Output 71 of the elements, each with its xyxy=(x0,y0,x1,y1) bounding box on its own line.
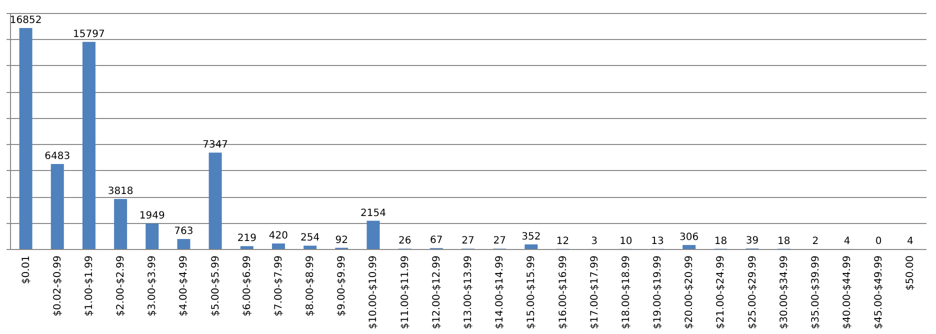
data-label: 18 xyxy=(777,236,790,247)
x-tick-label: $20.00-$20.99 xyxy=(684,256,696,330)
bar xyxy=(240,246,254,249)
data-label: 0 xyxy=(875,236,882,247)
data-label: 26 xyxy=(398,236,412,247)
x-tick-label: $40.00-$44.99 xyxy=(842,256,854,330)
x-tick-label: $10.00-$10.99 xyxy=(368,256,380,330)
bar xyxy=(146,223,159,249)
x-tick-label: $35.00-$39.99 xyxy=(810,256,822,330)
data-label: 27 xyxy=(462,236,474,247)
x-tick-label: $9.00-$9.99 xyxy=(336,256,348,316)
x-tick-label: $2.00-$2.99 xyxy=(116,256,127,316)
data-label: 12 xyxy=(556,236,570,247)
data-label: 763 xyxy=(174,226,194,237)
bar xyxy=(524,244,538,249)
data-label: 4 xyxy=(844,236,850,247)
x-tick-label: $50.00 xyxy=(905,256,916,290)
data-label: 16852 xyxy=(10,15,42,26)
data-label: 3 xyxy=(591,236,598,247)
x-tick-label: $3.00-$3.99 xyxy=(147,256,158,316)
data-label: 306 xyxy=(680,232,699,243)
bar xyxy=(272,243,285,249)
data-label: 67 xyxy=(430,235,443,246)
x-tick-label: $13.00-$13.99 xyxy=(463,256,474,330)
bar xyxy=(682,244,696,249)
data-label: 1949 xyxy=(139,210,165,222)
data-label: 219 xyxy=(237,233,256,244)
x-tick-label: $25.00-$29.99 xyxy=(747,256,758,330)
bar xyxy=(19,28,32,249)
x-tick-label: $11.00-$11.99 xyxy=(400,256,411,330)
x-tick-label: $18.00-$18.99 xyxy=(620,256,632,330)
data-label: 352 xyxy=(522,231,541,242)
bar xyxy=(114,198,128,249)
data-label: 10 xyxy=(620,236,632,247)
x-tick-label: $21.00-$24.99 xyxy=(716,256,727,330)
x-tick-label: $16.00-$16.99 xyxy=(558,256,569,330)
bar xyxy=(177,238,190,249)
data-label: 420 xyxy=(268,230,288,242)
x-tick-label: $45.00-$49.99 xyxy=(874,256,885,330)
x-tick-label: $15.00-$15.99 xyxy=(526,256,538,330)
bar xyxy=(304,246,317,249)
data-label: 3818 xyxy=(108,186,134,197)
x-tick-label: $0.01 xyxy=(20,256,32,284)
x-tick-label: $5.00-$5.99 xyxy=(210,256,222,316)
x-tick-label: $19.00-$19.99 xyxy=(652,256,664,330)
data-label: 18 xyxy=(714,236,728,247)
data-label: 2154 xyxy=(360,208,386,219)
x-tick-label: $6.00-$6.99 xyxy=(242,256,253,316)
bar xyxy=(82,42,96,249)
x-tick-label: $4.00-$4.99 xyxy=(178,256,190,316)
bar xyxy=(208,152,222,249)
data-label: 7347 xyxy=(202,140,228,151)
x-tick-label: $8.00-$8.99 xyxy=(305,256,316,316)
data-label: 27 xyxy=(493,236,506,247)
x-tick-label: $12.00-$12.99 xyxy=(431,256,442,330)
data-label: 4 xyxy=(907,236,914,247)
data-label: 2 xyxy=(812,236,819,247)
x-tick-label: $0.02-$0.99 xyxy=(52,256,64,316)
bar xyxy=(50,164,64,249)
x-tick-label: $30.00-$34.99 xyxy=(778,256,790,330)
data-label: 92 xyxy=(335,234,348,246)
x-tick-label: $1.00-$1.99 xyxy=(84,256,95,316)
x-tick-label: $17.00-$17.99 xyxy=(589,256,600,330)
x-tick-label: $14.00-$14.99 xyxy=(494,256,506,330)
bar xyxy=(366,220,380,249)
data-label: 15797 xyxy=(73,28,105,40)
x-tick-label: $7.00-$7.99 xyxy=(273,256,284,316)
data-label: 13 xyxy=(651,236,664,247)
data-label: 39 xyxy=(746,235,759,246)
data-label: 6483 xyxy=(44,151,70,162)
data-label: 254 xyxy=(300,232,320,244)
